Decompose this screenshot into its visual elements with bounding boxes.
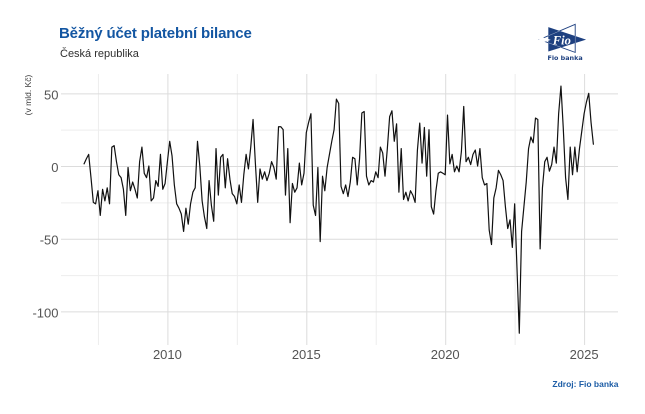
y-tick-label: 50 — [44, 87, 58, 102]
data-line — [83, 85, 594, 334]
logo-fio-text: Fio — [552, 34, 571, 48]
chart-subtitle: Česká republika — [60, 48, 139, 60]
x-tick-label: 2010 — [153, 347, 182, 362]
y-tick-label: -100 — [32, 305, 58, 320]
chart-title: Běžný účet platební bilance — [59, 24, 252, 42]
source-note: Zdroj: Fio banka — [552, 378, 619, 389]
fio-banka-logo: Fio Fio banka — [538, 23, 587, 62]
logo-caption: Fio banka — [548, 54, 583, 62]
logo-outline-overlay — [548, 27, 576, 52]
x-tick-label: 2020 — [431, 347, 460, 362]
y-tick-label: -50 — [40, 233, 59, 248]
logo-white-arrow — [539, 36, 551, 44]
axis-tick-labels: 2010 2015 2020 2025 50 0 -50 -100 — [32, 87, 598, 362]
y-tick-label: 0 — [51, 160, 58, 175]
gridlines-minor — [61, 74, 618, 345]
logo-solid-triangle — [548, 27, 587, 52]
x-tick-label: 2015 — [292, 347, 321, 362]
x-tick-label: 2025 — [570, 347, 599, 362]
gridlines-major — [61, 74, 618, 345]
